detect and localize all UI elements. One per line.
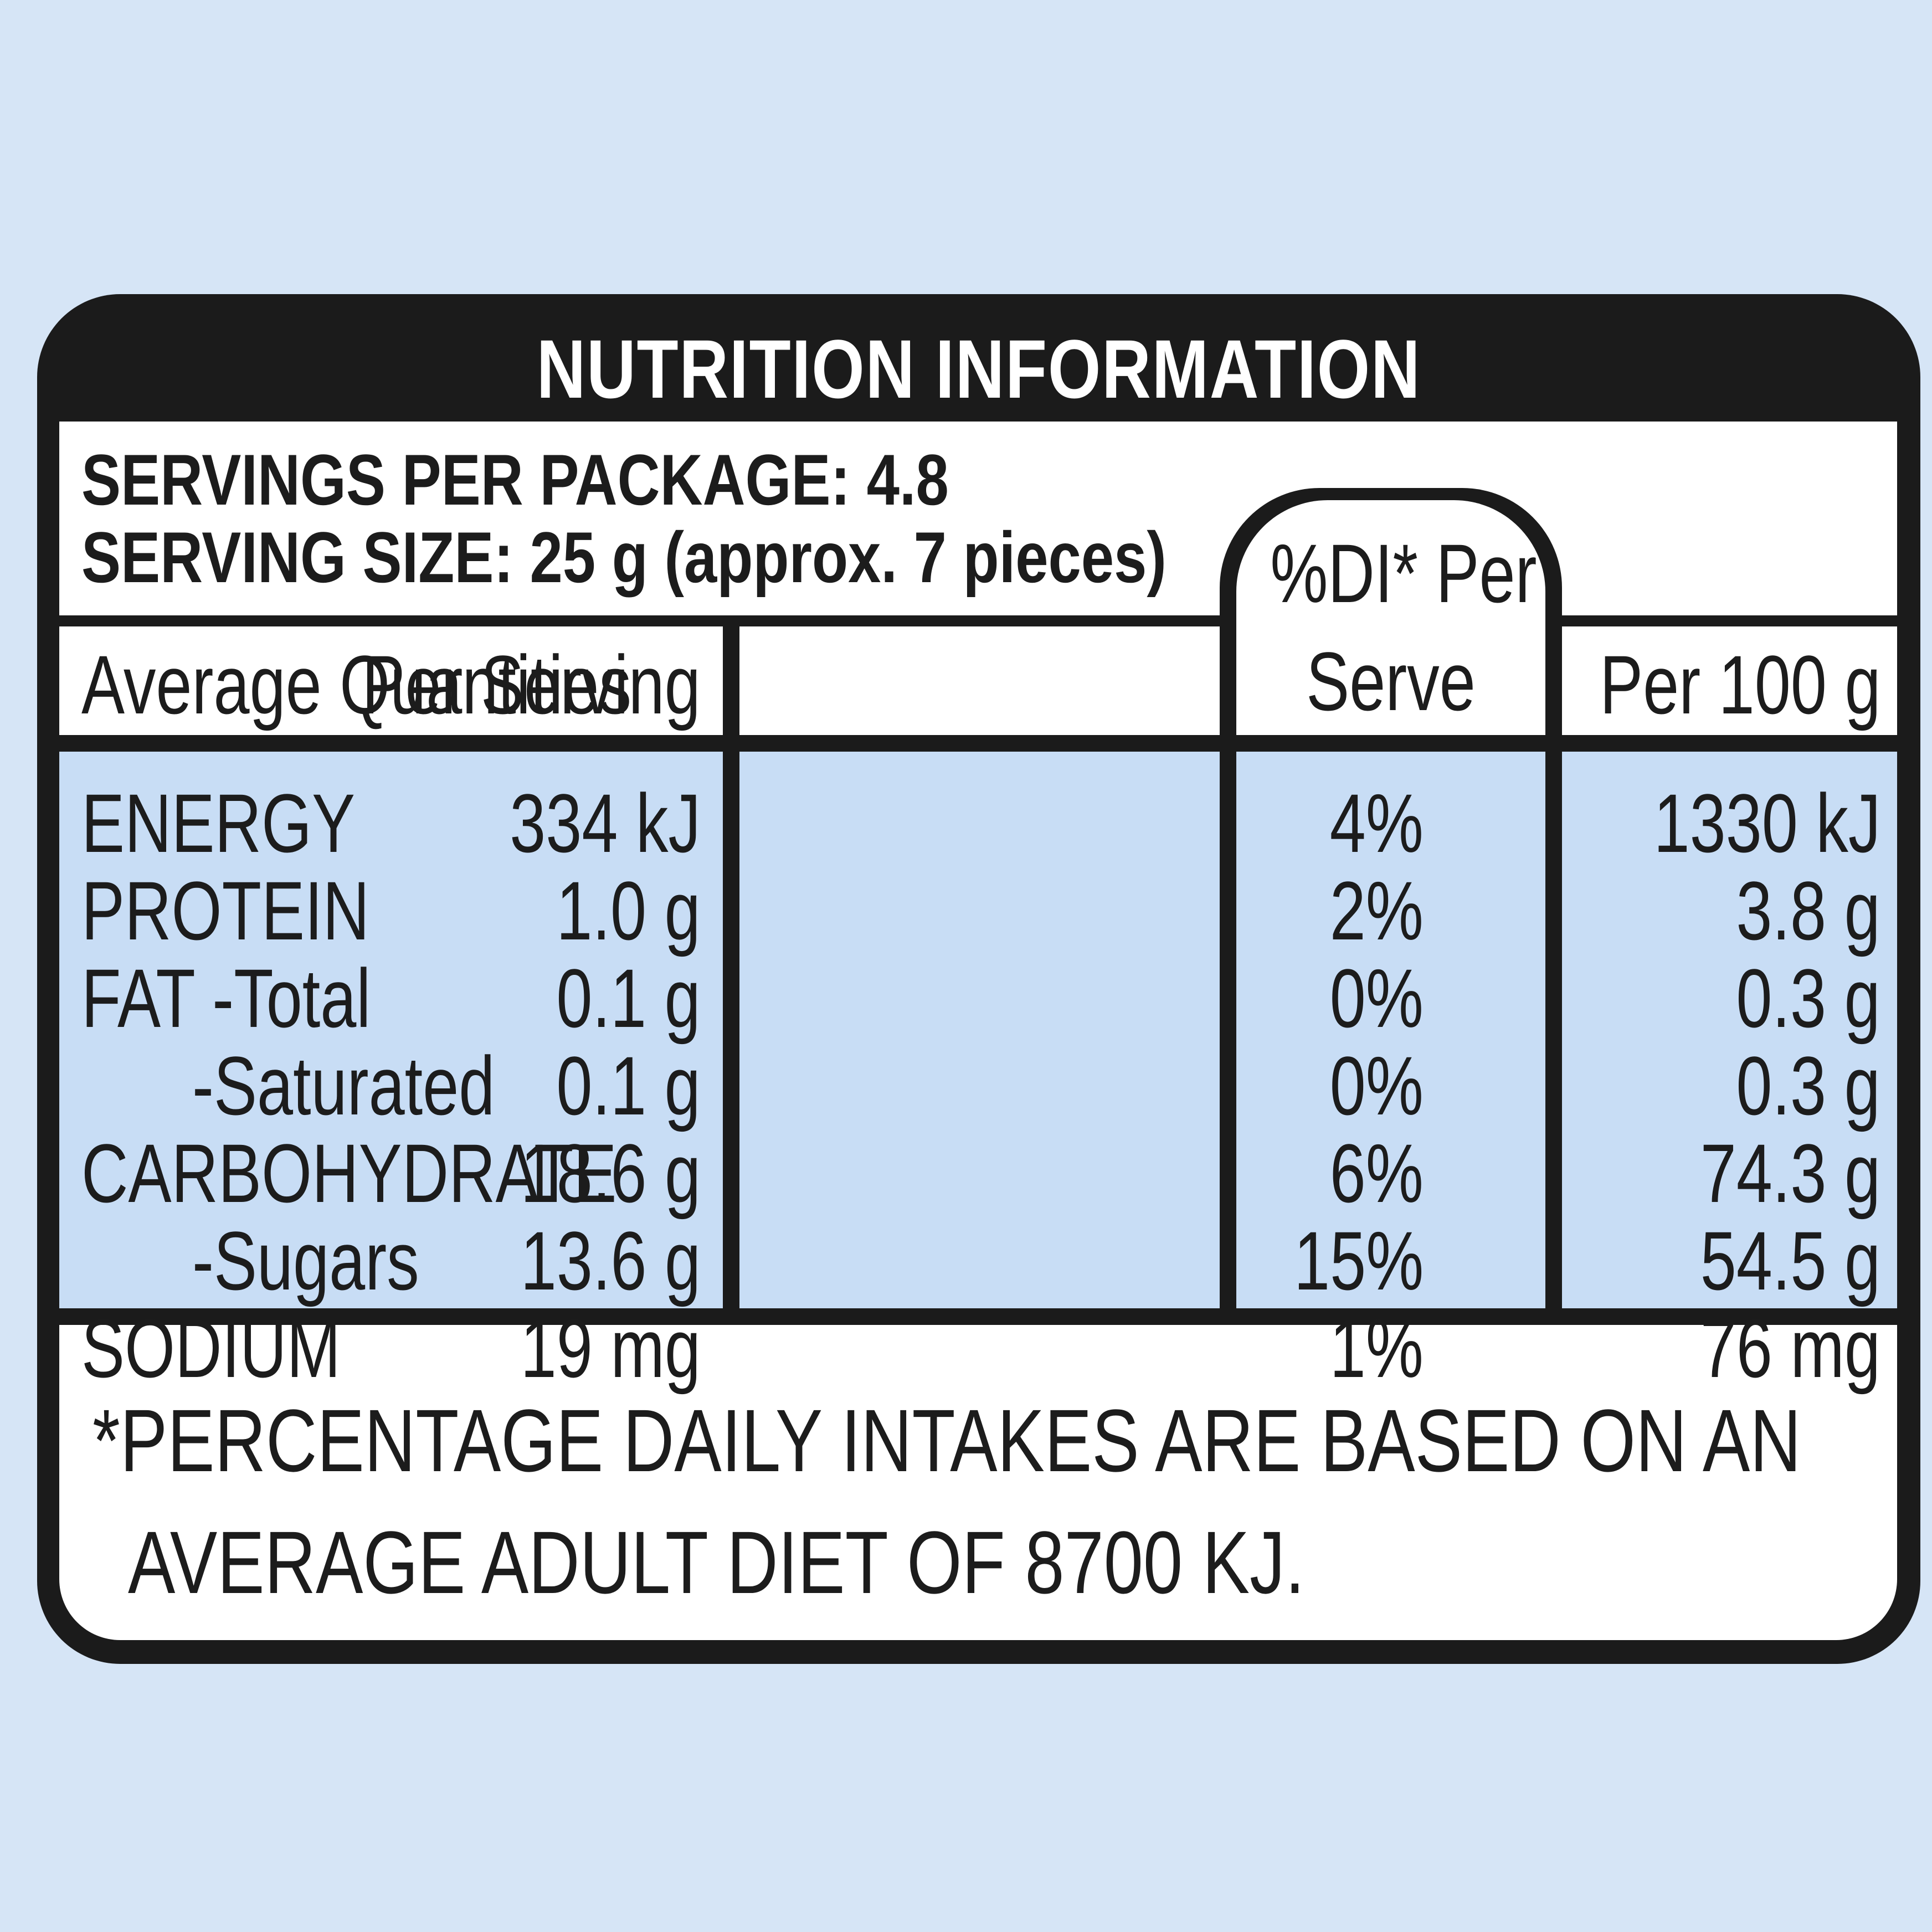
table-row: -Saturated 0.1 g 0% 0.3 g	[59, 1041, 1897, 1130]
per-serving-value: 13.6 g	[520, 1214, 701, 1307]
serving-size: SERVING SIZE: 25 g (approx. 7 pieces)	[81, 517, 1167, 598]
servings-per-package: SERVINGS PER PACKAGE: 4.8	[81, 439, 949, 520]
nutrient-name: CARBOHYDRATE	[81, 1127, 617, 1220]
di-header-arch: %DI* Per Serve	[1220, 488, 1562, 752]
col-rule-1	[723, 615, 739, 1308]
di-header-line2: Serve	[1306, 635, 1476, 728]
footnote-line2: AVERAGE ADULT DIET OF 8700 KJ.	[128, 1513, 1305, 1612]
per-serving-value: 18.6 g	[520, 1127, 701, 1220]
rule-top	[59, 615, 1897, 626]
nutrient-name: PROTEIN	[81, 864, 370, 957]
data-cell-bg-3	[1236, 752, 1545, 1308]
data-cell-bg-2	[739, 752, 1220, 1308]
per-serving-value: 19 mg	[520, 1302, 701, 1395]
table-row: -Sugars 13.6 g 15% 54.5 g	[59, 1216, 1897, 1305]
label-title: NUTRITION INFORMATION	[536, 322, 1421, 415]
per-serving-value: 334 kJ	[510, 777, 701, 870]
per-100g-value: 1330 kJ	[1653, 777, 1880, 870]
nutrient-name: SODIUM	[81, 1302, 341, 1395]
header-per-100g: Per 100 g	[1599, 638, 1880, 731]
per-serving-value: 0.1 g	[556, 1039, 701, 1132]
per-100g-value: 0.3 g	[1736, 952, 1880, 1045]
footnote: *PERCENTAGE DAILY INTAKES ARE BASED ON A…	[93, 1380, 1897, 1623]
nutrient-name: -Saturated	[192, 1039, 495, 1132]
di-percent-value: 4%	[1329, 777, 1424, 870]
nutrient-name: -Sugars	[192, 1214, 419, 1307]
di-percent-value: 6%	[1329, 1127, 1424, 1220]
nutrition-label: NUTRITION INFORMATION SERVINGS PER PACKA…	[37, 294, 1920, 1664]
per-100g-value: 76 mg	[1700, 1302, 1880, 1395]
table-row: ENERGY 334 kJ 4% 1330 kJ	[59, 779, 1897, 867]
di-percent-value: 1%	[1329, 1302, 1424, 1395]
per-serving-value: 1.0 g	[556, 864, 701, 957]
table-row: CARBOHYDRATE 18.6 g 6% 74.3 g	[59, 1129, 1897, 1217]
per-100g-value: 0.3 g	[1736, 1039, 1880, 1132]
nutrient-name: FAT -Total	[81, 952, 371, 1045]
header-average-quantities: Average Quantities	[81, 638, 631, 731]
per-100g-value: 74.3 g	[1700, 1127, 1880, 1220]
rule-footer	[59, 1308, 1897, 1325]
footnote-line1: *PERCENTAGE DAILY INTAKES ARE BASED ON A…	[93, 1391, 1801, 1490]
label-panel: SERVINGS PER PACKAGE: 4.8 SERVING SIZE: …	[59, 422, 1897, 1640]
table-row: PROTEIN 1.0 g 2% 3.8 g	[59, 866, 1897, 955]
di-header-line1: %DI* Per	[1270, 527, 1537, 620]
data-cell-bg-1	[59, 752, 723, 1308]
per-100g-value: 3.8 g	[1736, 864, 1880, 957]
table-row: FAT -Total 0.1 g 0% 0.3 g	[59, 954, 1897, 1042]
di-header: %DI* Per Serve	[1236, 520, 1545, 736]
table-row: SODIUM 19 mg 1% 76 mg	[59, 1304, 1897, 1393]
header-per-serving: Per Serving	[362, 638, 701, 731]
data-cell-bg-4	[1562, 752, 1897, 1308]
di-percent-value: 0%	[1329, 952, 1424, 1045]
nutrient-name: ENERGY	[81, 777, 356, 870]
serving-info: SERVINGS PER PACKAGE: 4.8 SERVING SIZE: …	[81, 441, 1405, 596]
di-percent-value: 2%	[1329, 864, 1424, 957]
per-100g-value: 54.5 g	[1700, 1214, 1880, 1307]
per-serving-value: 0.1 g	[556, 952, 701, 1045]
di-percent-value: 15%	[1293, 1214, 1424, 1307]
di-percent-value: 0%	[1329, 1039, 1424, 1132]
rule-header	[59, 735, 1897, 752]
